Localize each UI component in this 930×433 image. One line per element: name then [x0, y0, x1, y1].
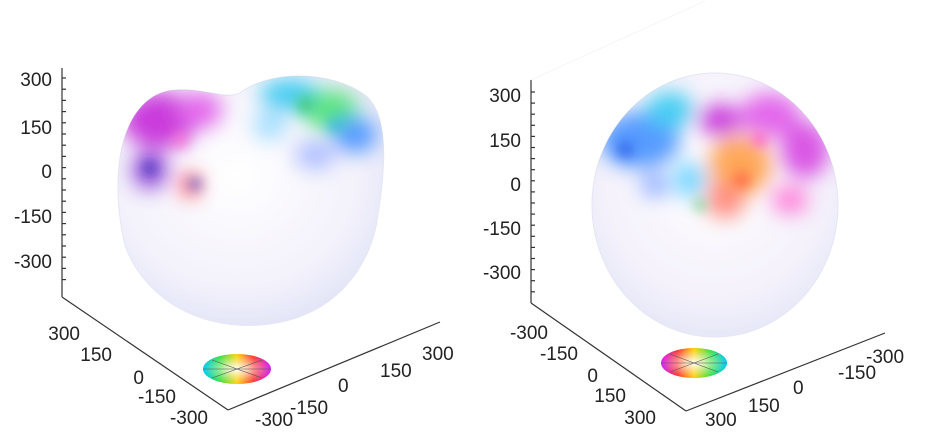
left-z-tick: 0	[41, 162, 52, 183]
right-x-tick: 300	[705, 410, 737, 431]
left-z-tick-labels: 300 150 0 -150 -300	[14, 70, 52, 273]
left-y-tick: -150	[138, 387, 176, 408]
left-panel: 300 150 0 -150 -300 300 150 0 -150 -300 …	[14, 68, 454, 431]
right-z-tick: 150	[489, 131, 521, 152]
right-y-tick: 150	[594, 386, 626, 407]
left-y-tick: 0	[133, 368, 144, 389]
left-x-tick: 0	[338, 376, 349, 397]
right-y-tick: -150	[540, 344, 578, 365]
right-color-wheel	[661, 348, 727, 378]
right-z-tick: 300	[489, 86, 521, 107]
right-panel: 300 150 0 -150 -300 -300 -150 0 150 300 …	[483, 0, 904, 431]
right-x-tick: 0	[793, 378, 804, 399]
right-z-tick: 0	[510, 175, 521, 196]
right-axes-frame	[530, 0, 886, 412]
right-z-tick-labels: 300 150 0 -150 -300	[483, 86, 521, 284]
right-z-tick: -300	[483, 263, 521, 284]
left-z-tick: -150	[14, 207, 52, 228]
left-x-tick: -150	[290, 398, 328, 419]
left-x-tick: -300	[255, 410, 293, 431]
left-z-tick: 150	[20, 118, 52, 139]
left-y-tick: -300	[170, 408, 208, 429]
left-y-tick-labels: 300 150 0 -150 -300	[48, 324, 208, 429]
left-color-wheel	[203, 354, 271, 384]
left-x-tick: 300	[422, 344, 454, 365]
left-z-tick: 300	[20, 70, 52, 91]
right-shape	[591, 72, 839, 338]
right-x-tick: -150	[838, 363, 876, 384]
left-shape	[117, 75, 385, 326]
right-y-tick: 0	[587, 366, 598, 387]
right-x-tick: -300	[866, 347, 904, 368]
left-y-tick: 150	[80, 345, 112, 366]
left-z-tick: -300	[14, 252, 52, 273]
left-x-tick-labels: -300 -150 0 150 300	[255, 344, 454, 431]
right-y-tick-labels: -300 -150 0 150 300	[510, 323, 656, 429]
right-x-tick: 150	[748, 396, 780, 417]
left-y-tick: 300	[48, 324, 80, 345]
right-z-tick: -150	[483, 219, 521, 240]
right-y-tick: -300	[510, 323, 548, 344]
left-axes-frame	[61, 68, 441, 411]
left-x-tick: 150	[380, 361, 412, 382]
right-x-tick-labels: 300 150 0 -150 -300	[705, 347, 904, 431]
right-y-tick: 300	[624, 408, 656, 429]
